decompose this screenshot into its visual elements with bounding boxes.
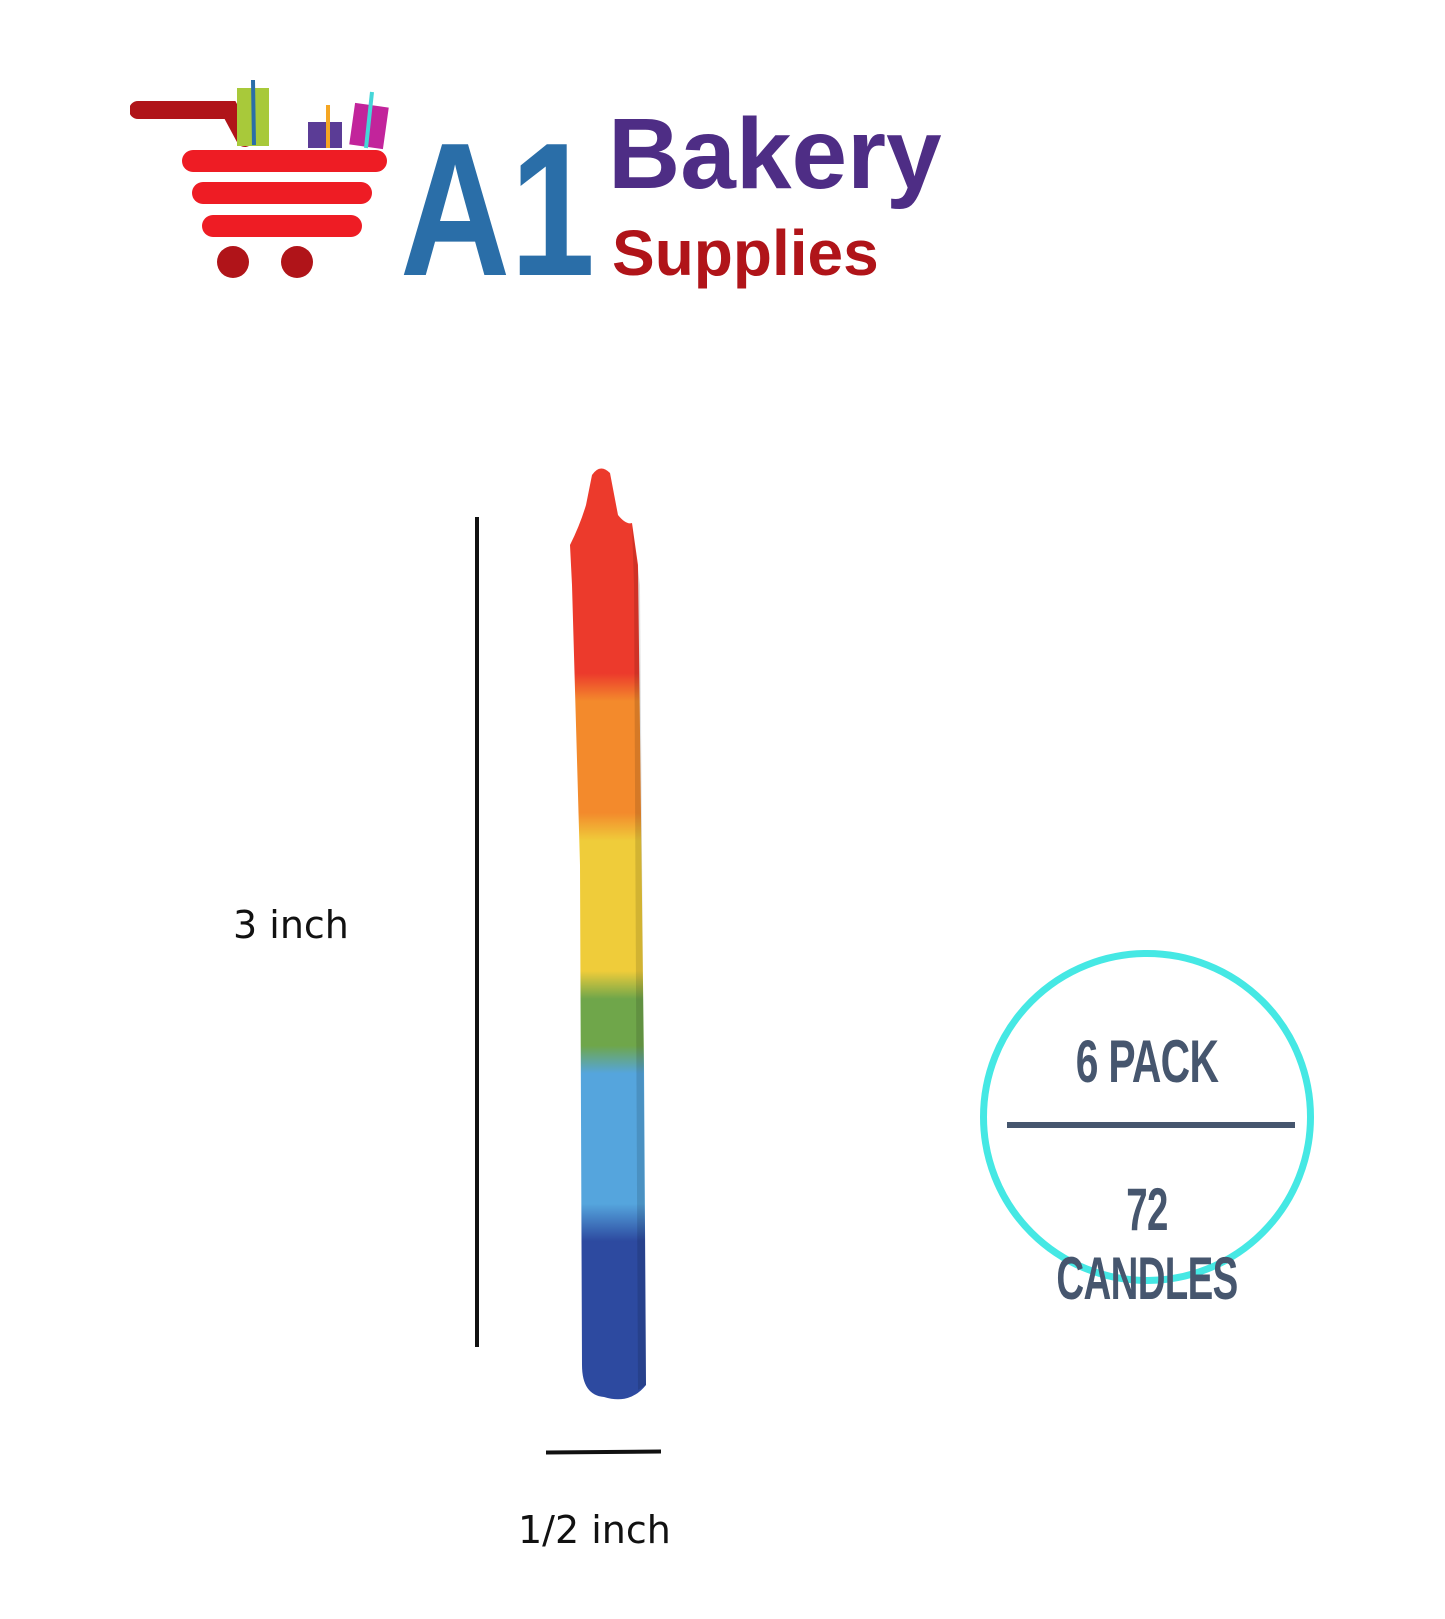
width-label: 1/2 inch: [518, 1508, 671, 1552]
pack-size-text: 6 PACK: [1075, 1028, 1219, 1095]
candle-count-text: 72 CANDLES: [1056, 1176, 1238, 1312]
pack-count-badge: 6 PACK 72 CANDLES: [980, 950, 1314, 1312]
a1-bakery-supplies-logo: A1 Bakery Supplies: [130, 79, 942, 300]
height-label: 3 inch: [233, 903, 349, 947]
shopping-cart-icon: [130, 79, 389, 278]
logo-bakery: Bakery: [608, 98, 942, 210]
height-dimension-line: [475, 517, 479, 1347]
width-dimension-line: [545, 1449, 662, 1455]
rainbow-candle-image: [570, 468, 646, 1400]
badge-divider: [1007, 1122, 1295, 1128]
logo-supplies: Supplies: [612, 217, 879, 289]
logo-a1: A1: [400, 104, 595, 300]
